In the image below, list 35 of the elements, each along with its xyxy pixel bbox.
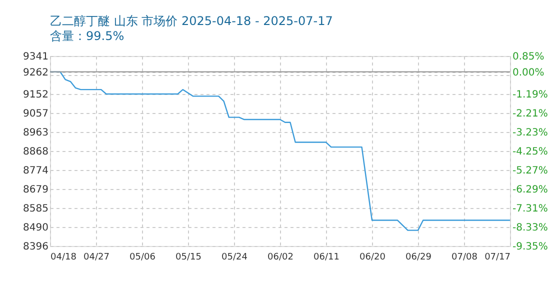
x-tick-label: 05/06: [130, 252, 156, 262]
y-tick-label: 8963: [23, 128, 48, 138]
y-tick-label: 9057: [23, 108, 48, 120]
x-tick-label: 07/08: [452, 252, 478, 262]
x-tick-label: 06/20: [360, 252, 386, 262]
y2-tick-label: -4.25%: [512, 146, 548, 158]
y2-tick-label: -3.23%: [512, 128, 548, 138]
x-tick-label: 04/27: [84, 252, 110, 262]
y2-tick-label: -8.33%: [512, 222, 548, 234]
y2-tick-label: -9.35%: [512, 242, 548, 252]
y-tick-label: 8585: [23, 204, 48, 214]
y-tick-label: 8490: [23, 222, 48, 234]
y-tick-label: 8774: [23, 166, 48, 176]
chart-title: 乙二醇丁醚 山东 市场价 2025-04-18 - 2025-07-17: [50, 14, 333, 28]
y-tick-label: 9341: [23, 52, 48, 62]
x-tick-label: 05/15: [176, 252, 202, 262]
y2-tick-label: 0.00%: [512, 67, 544, 78]
y2-tick-label: -1.19%: [512, 90, 548, 100]
y2-tick-label: -6.29%: [512, 184, 548, 196]
x-tick-label: 06/29: [406, 252, 432, 262]
y-tick-label: 8868: [23, 146, 48, 158]
y-tick-label: 9152: [23, 90, 48, 100]
y2-tick-label: -5.27%: [512, 166, 548, 176]
x-tick-label: 06/11: [314, 252, 340, 262]
y2-tick-label: -2.21%: [512, 108, 548, 120]
y-tick-label: 8679: [23, 184, 48, 196]
y-tick-label: 9262: [23, 67, 48, 78]
y2-tick-label: 0.85%: [512, 52, 544, 62]
x-tick-label: 04/18: [50, 252, 77, 262]
y-tick-label: 8396: [23, 242, 48, 252]
x-tick-label: 06/02: [268, 252, 294, 262]
x-tick-label: 05/24: [222, 252, 248, 262]
y2-tick-label: -7.31%: [512, 204, 548, 214]
x-tick-label: 07/17: [484, 252, 510, 262]
chart-subtitle: 含量：99.5%: [50, 29, 124, 43]
